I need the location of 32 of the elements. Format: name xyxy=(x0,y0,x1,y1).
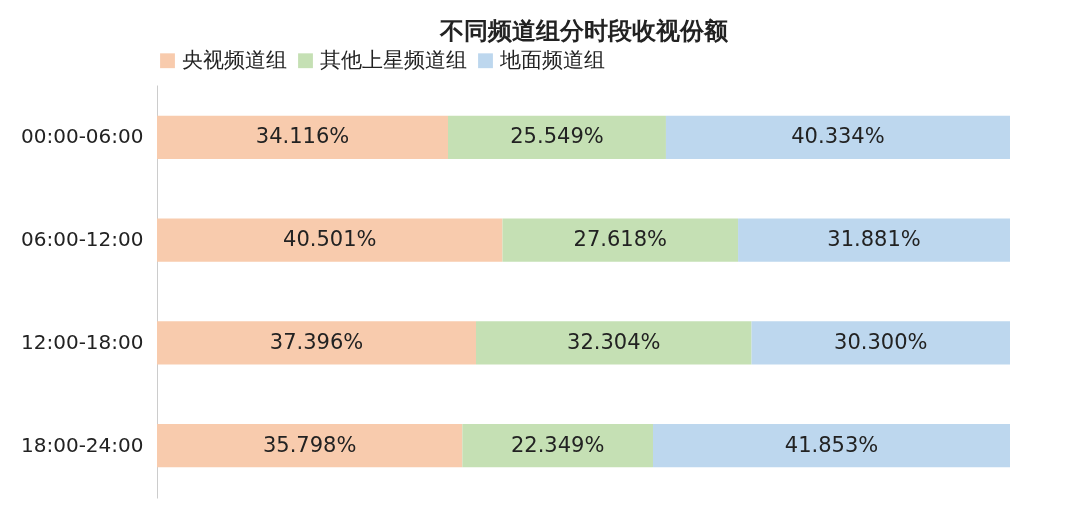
legend-label: 其他上星频道组 xyxy=(320,47,467,72)
data-label: 40.501% xyxy=(283,227,377,252)
data-label: 41.853% xyxy=(784,432,879,457)
data-label: 22.349% xyxy=(510,432,605,457)
data-label: 27.618% xyxy=(573,227,667,252)
bar xyxy=(502,218,739,262)
chart-title: 不同频道组分时段收视份额 xyxy=(438,17,729,45)
bar xyxy=(157,321,476,365)
bar xyxy=(157,115,449,159)
bar xyxy=(157,424,463,468)
data-label: 35.798% xyxy=(262,432,357,457)
data-label: 32.304% xyxy=(567,329,661,354)
bar xyxy=(665,115,1010,159)
y-tick-label: 06:00-12:00 xyxy=(21,227,144,252)
y-tick-label: 00:00-06:00 xyxy=(21,124,144,149)
data-label: 40.334% xyxy=(791,124,885,149)
bar xyxy=(738,218,1010,262)
legend-label: 地面频道组 xyxy=(499,47,605,72)
y-tick-label: 12:00-18:00 xyxy=(21,329,144,354)
y-tick-label: 18:00-24:00 xyxy=(21,432,144,457)
data-label: 37.396% xyxy=(269,329,364,354)
bar xyxy=(462,424,653,468)
data-label: 31.881% xyxy=(827,227,921,252)
bar xyxy=(475,321,752,365)
legend-label: 央视频道组 xyxy=(182,47,287,72)
bar xyxy=(652,424,1010,468)
bar xyxy=(157,218,503,262)
data-label: 25.549% xyxy=(510,124,604,149)
bar xyxy=(448,115,666,159)
data-label: 30.300% xyxy=(834,329,928,354)
data-label: 34.116% xyxy=(255,124,350,149)
bar xyxy=(751,321,1010,365)
